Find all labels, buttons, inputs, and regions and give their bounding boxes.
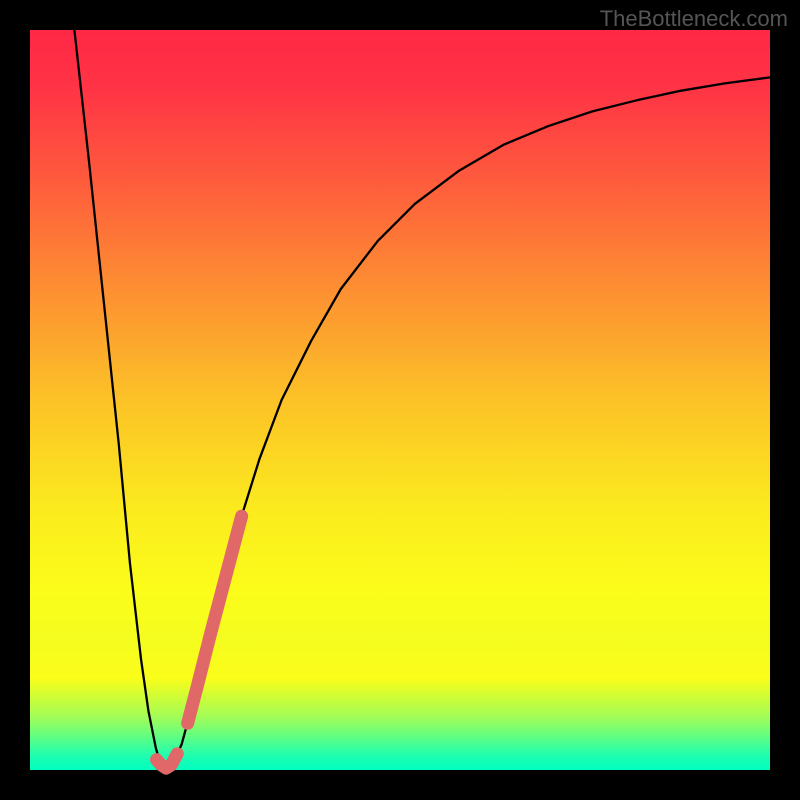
chart-container: TheBottleneck.com <box>0 0 800 800</box>
bottleneck-curve-chart <box>0 0 800 800</box>
watermark-text: TheBottleneck.com <box>600 6 788 32</box>
